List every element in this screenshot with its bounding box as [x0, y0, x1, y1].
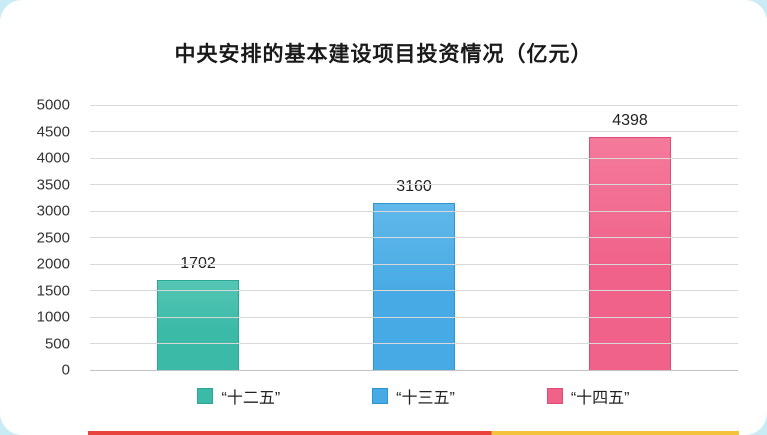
y-tick-label: 2500 [36, 229, 70, 246]
chart-title: 中央安排的基本建设项目投资情况（亿元） [174, 43, 593, 66]
bar-value-label: 3160 [396, 177, 432, 195]
legend-swatch-icon [372, 388, 389, 404]
gridline [90, 237, 738, 238]
legend-item: “十二五” [197, 384, 280, 408]
bar-column: 3160 [373, 105, 455, 370]
gridline [90, 210, 738, 212]
gridline [90, 104, 738, 106]
gridline [90, 316, 738, 318]
y-tick-label: 1500 [36, 282, 70, 299]
legend-label: “十四五” [570, 390, 630, 407]
bar [589, 136, 671, 370]
y-tick-label: 500 [44, 335, 70, 352]
legend-swatch-icon [546, 388, 563, 404]
bar-group: 1702 3160 4398 [90, 105, 738, 370]
y-tick-label: 1000 [36, 308, 70, 326]
y-tick-label: 4500 [36, 123, 70, 140]
gridline [90, 369, 738, 371]
y-tick-label: 3000 [36, 202, 70, 220]
bar-column: 1702 [157, 105, 239, 370]
gridline [90, 131, 738, 132]
bar-value-label: 1702 [180, 254, 216, 272]
bottom-decoration-strip [88, 431, 739, 435]
legend-item: “十四五” [546, 384, 630, 408]
bar-value-label: 4398 [612, 111, 648, 129]
plot-area: 1702 3160 4398 [90, 104, 738, 371]
gridline [90, 184, 738, 185]
bar [157, 279, 239, 370]
bar-column: 4398 [589, 105, 671, 370]
y-tick-label: 2000 [36, 255, 70, 273]
y-tick-label: 0 [61, 361, 70, 379]
legend-label: “十三五” [396, 390, 455, 407]
y-tick-label: 4000 [36, 149, 70, 167]
legend: “十二五” “十三五” “十四五” [90, 384, 737, 408]
gridline [90, 157, 738, 159]
y-tick-label: 3500 [36, 176, 70, 193]
y-axis: 0 500 1000 1500 2000 2500 3000 3500 4000 4500 5000 [0, 97, 80, 379]
bar [373, 202, 455, 370]
y-tick-label: 5000 [36, 96, 70, 114]
legend-swatch-icon [197, 388, 214, 404]
gridline [90, 343, 738, 344]
gridline [90, 290, 738, 291]
legend-label: “十二五” [221, 390, 281, 407]
gridline [90, 263, 738, 265]
legend-item: “十三五” [372, 384, 455, 408]
